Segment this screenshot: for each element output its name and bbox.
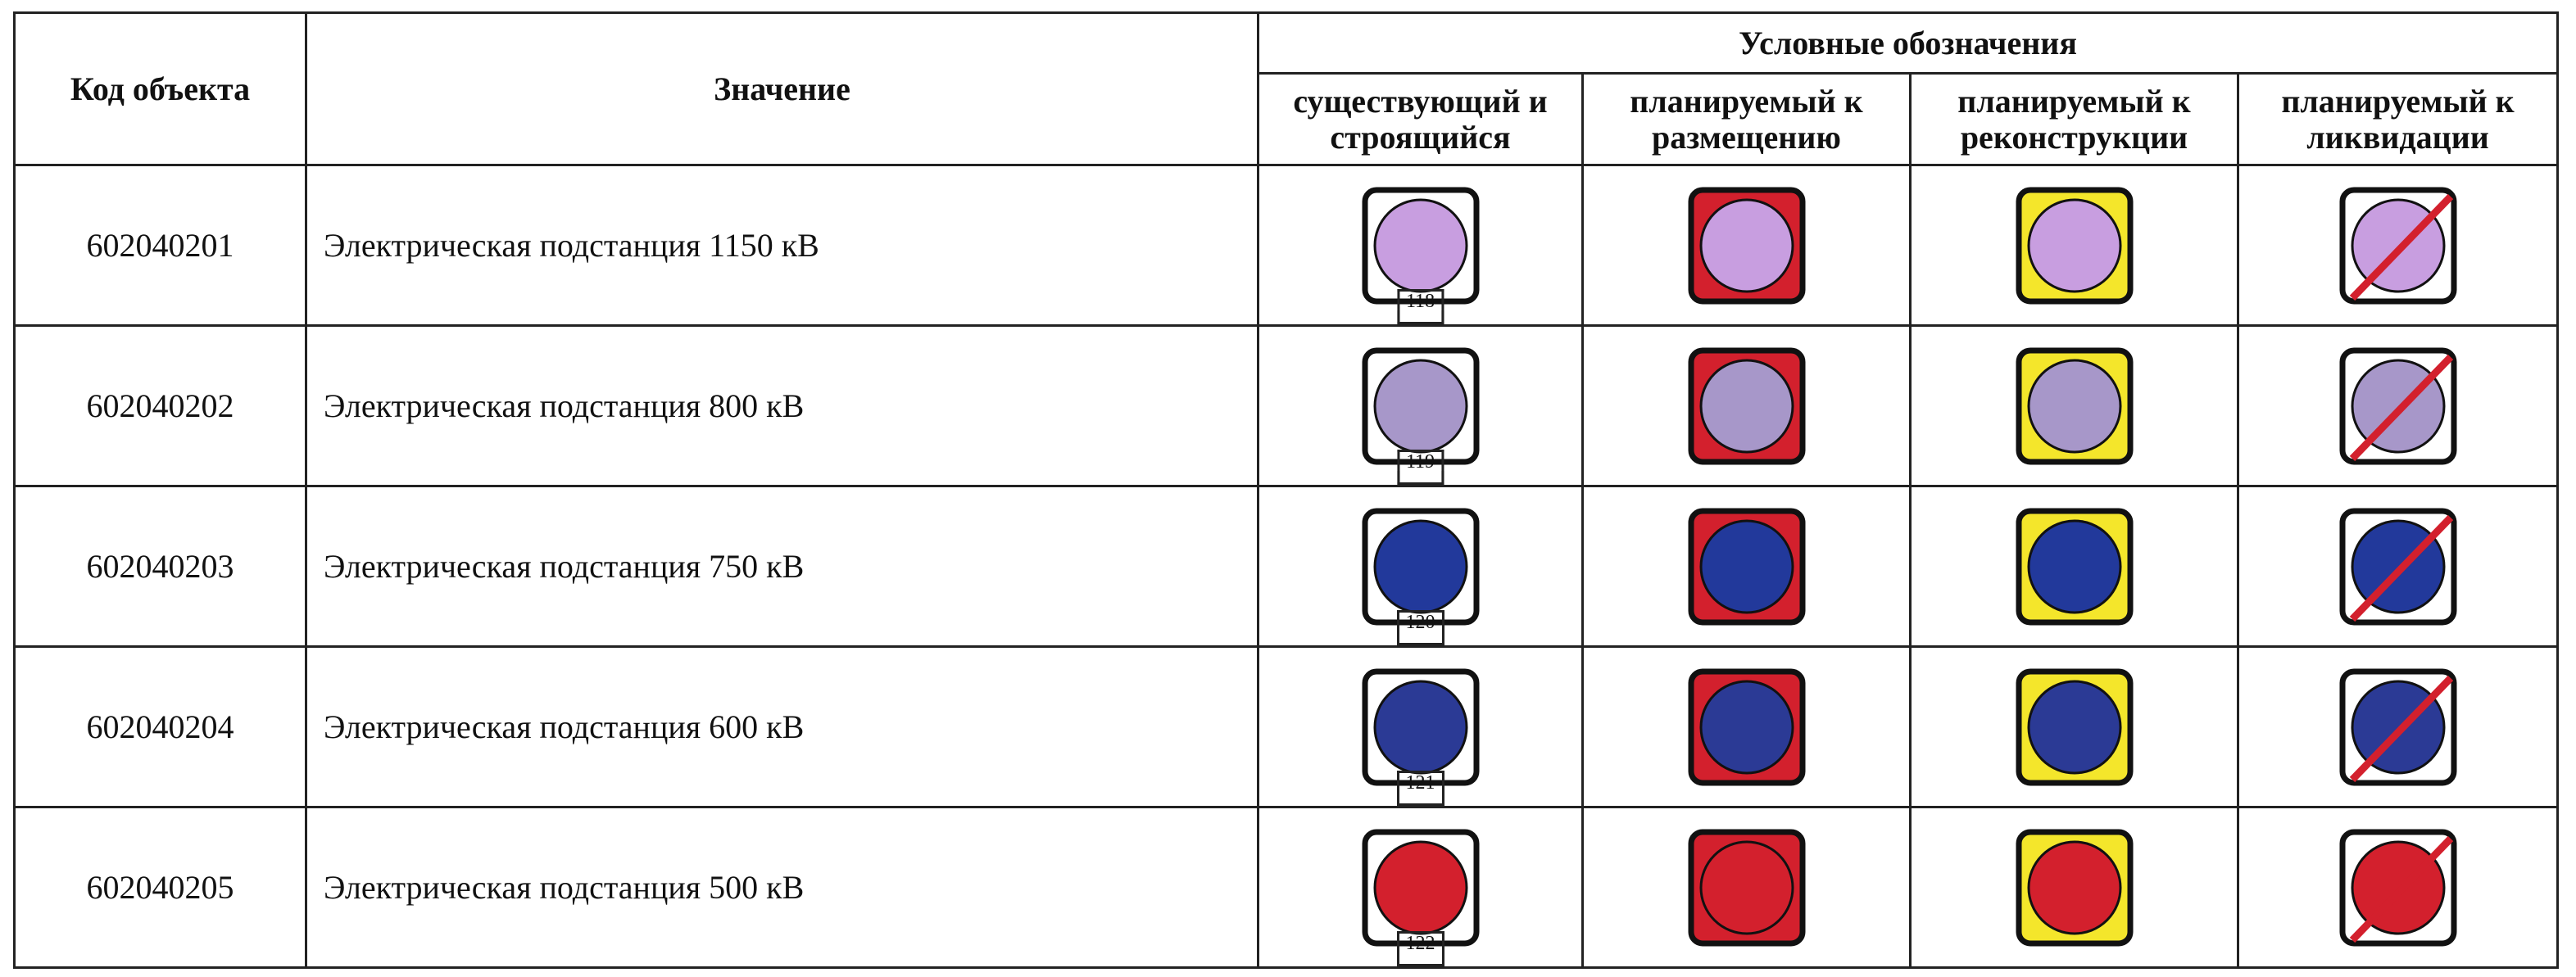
legend-symbol <box>2016 508 2133 625</box>
footnote: 121 <box>1396 770 1444 806</box>
legend-symbol <box>1362 508 1479 625</box>
header-status: планируемый к ликвидации <box>2236 72 2560 166</box>
table-row: 602040204 Электрическая подстанция 600 кВ… <box>13 645 2560 808</box>
object-code: 602040204 <box>13 645 307 808</box>
symbol-box <box>1912 810 2237 966</box>
object-name: Электрическая подстанция 500 кВ <box>305 806 1259 969</box>
symbol-cell: 122 <box>1257 806 1584 969</box>
legend-symbol <box>1362 668 1479 785</box>
header-status: планируемый к реконструкции <box>1909 72 2239 166</box>
footnote: 119 <box>1396 449 1444 485</box>
symbol-cell: 120 <box>1257 485 1584 648</box>
symbol-cell <box>2236 645 2560 808</box>
header-meaning: Значение <box>305 11 1259 166</box>
symbol-box <box>1912 649 2237 805</box>
header-status: существующий и строящийся <box>1257 72 1584 166</box>
symbol-box <box>1584 168 1909 323</box>
symbol-cell <box>1581 806 1912 969</box>
legend-symbol <box>1362 187 1479 304</box>
symbol-cell: 121 <box>1257 645 1584 808</box>
symbol-cell <box>1909 645 2239 808</box>
symbol-cell <box>1909 806 2239 969</box>
object-name: Электрическая подстанция 600 кВ <box>305 645 1259 808</box>
footnote: 120 <box>1396 609 1444 645</box>
legend-symbol <box>2016 347 2133 464</box>
symbol-cell <box>1581 324 1912 487</box>
legend-symbol <box>1688 829 1805 946</box>
object-code: 602040202 <box>13 324 307 487</box>
footnote: 122 <box>1396 930 1444 966</box>
symbol-box <box>1584 649 1909 805</box>
symbol-box: 122 <box>1259 810 1581 966</box>
symbol-box <box>2239 649 2556 805</box>
symbol-cell <box>1581 485 1912 648</box>
symbol-cell <box>1581 645 1912 808</box>
symbol-cell <box>1909 324 2239 487</box>
legend-symbol <box>2339 187 2457 304</box>
legend-symbol <box>1688 347 1805 464</box>
legend-symbol <box>2339 508 2457 625</box>
symbol-cell <box>1581 164 1912 327</box>
table-row: 602040201 Электрическая подстанция 1150 к… <box>13 164 2560 327</box>
symbol-box <box>2239 810 2556 966</box>
symbol-cell: 119 <box>1257 324 1584 487</box>
symbol-cell <box>1909 485 2239 648</box>
object-name: Электрическая подстанция 1150 кВ <box>305 164 1259 327</box>
symbol-box: 118 <box>1259 168 1581 324</box>
legend-symbol <box>1362 347 1479 464</box>
header-code: Код объекта <box>13 11 307 166</box>
object-code: 602040203 <box>13 485 307 648</box>
symbol-box <box>1584 810 1909 966</box>
legend-symbol <box>1362 829 1479 946</box>
symbol-box <box>2239 168 2556 323</box>
symbol-box <box>2239 489 2556 645</box>
symbol-box <box>1912 489 2237 645</box>
symbol-cell <box>1909 164 2239 327</box>
symbol-box: 119 <box>1259 328 1581 485</box>
legend-symbol <box>2016 187 2133 304</box>
table-row: 602040202 Электрическая подстанция 800 кВ… <box>13 324 2560 487</box>
legend-symbol <box>2016 668 2133 785</box>
legend-symbol <box>2339 347 2457 464</box>
header-status: планируемый к размещению <box>1581 72 1912 166</box>
header-legend: Условные обозначения <box>1256 11 2560 75</box>
legend-table: Код объекта Значение Условные обозначени… <box>13 11 2560 969</box>
object-code: 602040201 <box>13 164 307 327</box>
symbol-box: 121 <box>1259 649 1581 806</box>
legend-symbol <box>2016 829 2133 946</box>
legend-symbol <box>1688 668 1805 785</box>
symbol-box <box>1912 328 2237 484</box>
table-row: 602040205 Электрическая подстанция 500 кВ… <box>13 806 2560 969</box>
symbol-box <box>2239 328 2556 484</box>
legend-symbol <box>2339 668 2457 785</box>
symbol-cell <box>2236 806 2560 969</box>
symbol-cell <box>2236 164 2560 327</box>
table-row: 602040203 Электрическая подстанция 750 кВ… <box>13 485 2560 648</box>
object-name: Электрическая подстанция 750 кВ <box>305 485 1259 648</box>
symbol-box <box>1584 489 1909 645</box>
symbol-cell <box>2236 485 2560 648</box>
symbol-box <box>1912 168 2237 323</box>
legend-symbol <box>2339 829 2457 946</box>
legend-symbol <box>1688 187 1805 304</box>
symbol-cell <box>2236 324 2560 487</box>
legend-symbol <box>1688 508 1805 625</box>
symbol-box <box>1584 328 1909 484</box>
footnote: 118 <box>1396 288 1444 324</box>
symbol-box: 120 <box>1259 489 1581 645</box>
symbol-cell: 118 <box>1257 164 1584 327</box>
object-code: 602040205 <box>13 806 307 969</box>
object-name: Электрическая подстанция 800 кВ <box>305 324 1259 487</box>
